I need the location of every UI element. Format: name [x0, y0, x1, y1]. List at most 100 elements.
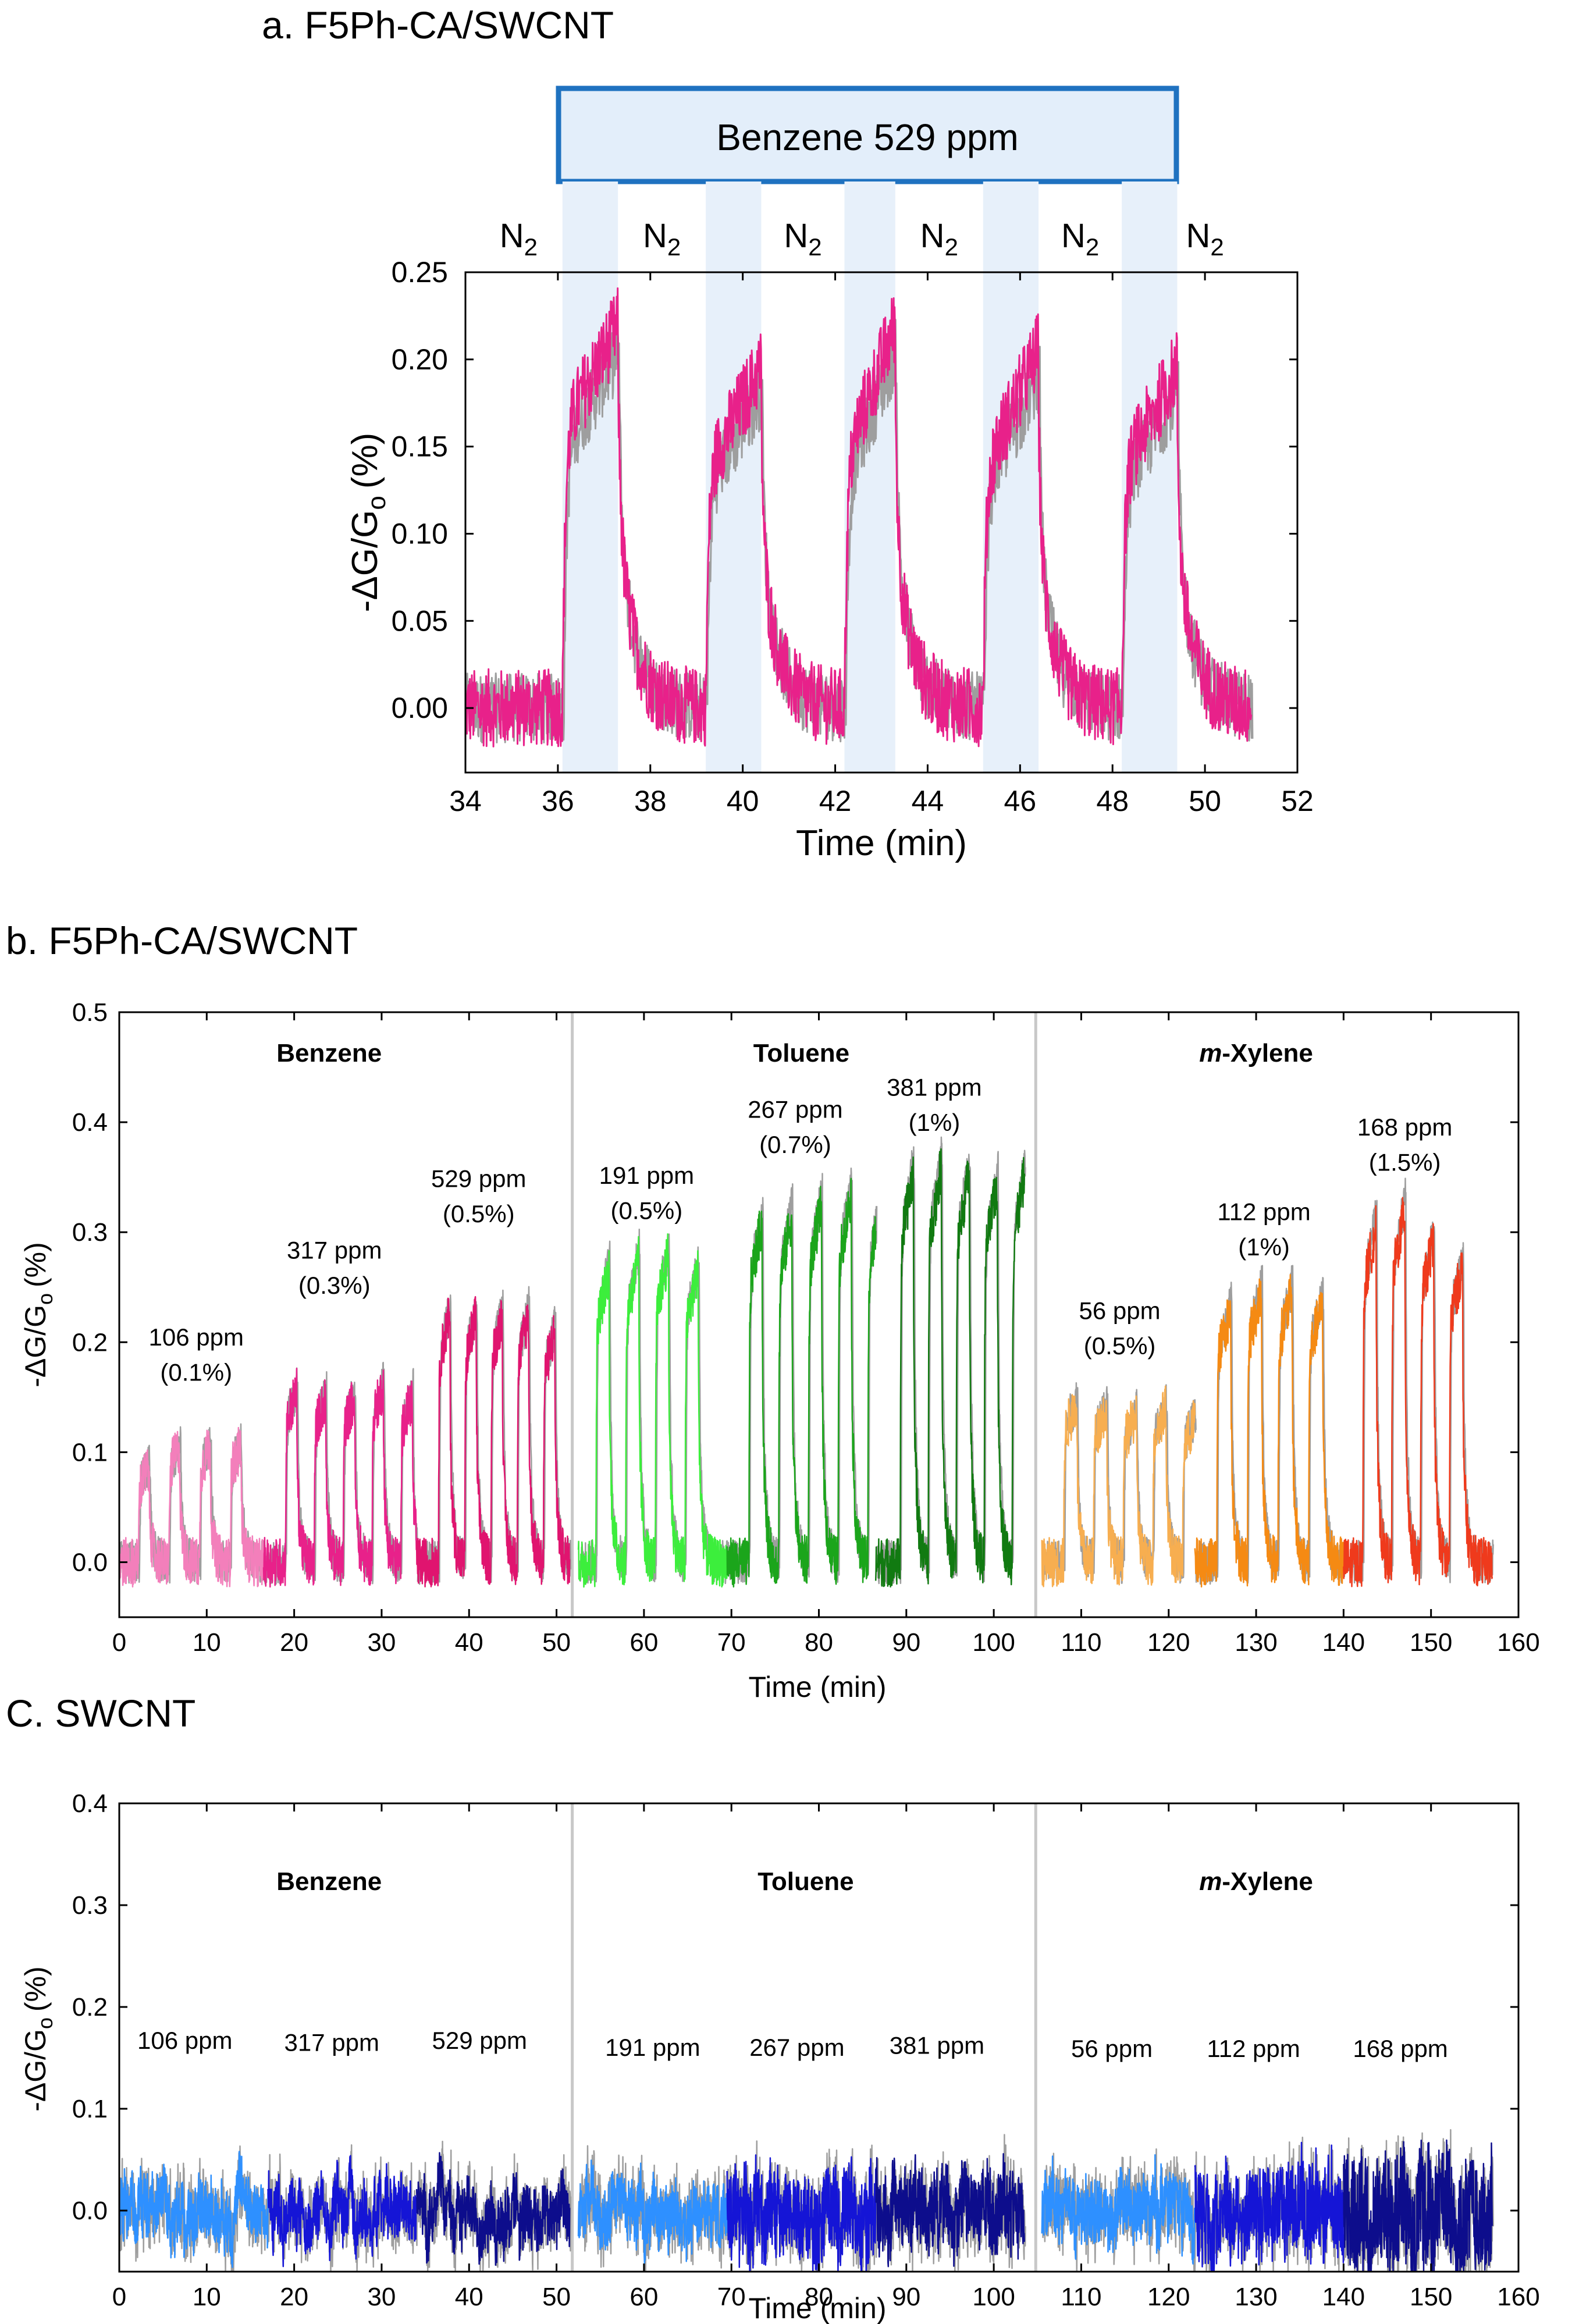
- x-tick-label: 40: [455, 1628, 483, 1657]
- concentration-label: 317 ppm: [284, 2028, 379, 2056]
- y-tick-label: 0.0: [72, 1548, 108, 1576]
- solvent-labels: Benzene Toluene m-Xylene: [276, 1039, 1313, 1067]
- series-line-8: [1343, 1197, 1493, 1588]
- n2-label: N2: [643, 217, 681, 261]
- y-axis-label-unit: (%): [345, 433, 385, 489]
- series-line-6: [1041, 2154, 1196, 2265]
- series-line-5: [874, 1148, 1025, 1588]
- series-line-1: [267, 2155, 418, 2268]
- solvent-label: Toluene: [757, 1867, 853, 1896]
- y-axis-label-sub: o: [33, 2017, 57, 2029]
- x-tick-label: 48: [1096, 785, 1129, 817]
- y-tick-label: 0.2: [72, 1328, 108, 1357]
- concentration-label: 106 ppm: [149, 1323, 244, 1351]
- x-tick-label: 150: [1410, 1628, 1452, 1657]
- x-tick-label: 30: [367, 1628, 396, 1657]
- x-tick-label: 110: [1061, 1628, 1101, 1657]
- x-tick-label: 70: [717, 2283, 746, 2311]
- n2-label: N2: [500, 217, 538, 261]
- solvent-label: Benzene: [276, 1039, 382, 1067]
- x-tick-label: 20: [280, 1628, 308, 1657]
- panel-c-title: C. SWCNT: [6, 1692, 195, 1735]
- x-tick-label: 130: [1235, 2283, 1277, 2311]
- series-line-4: [726, 2154, 877, 2273]
- y-axis-label-unit: (%): [19, 1242, 52, 1287]
- series-line-5: [875, 2153, 1025, 2268]
- y-tick-label: 0.05: [392, 604, 448, 637]
- y-tick-label: 0.0: [72, 2197, 108, 2225]
- x-tick-label: 80: [805, 1628, 833, 1657]
- x-tick-label: 90: [892, 1628, 920, 1657]
- y-axis-label-sub: o: [33, 1293, 57, 1305]
- percent-label: (0.5%): [443, 1200, 515, 1227]
- x-tick-label: 50: [1189, 785, 1221, 817]
- concentration-label: 112 ppm: [1207, 2035, 1300, 2062]
- solvent-label: m-Xylene: [1199, 1039, 1313, 1067]
- x-tick-label: 34: [449, 785, 482, 817]
- axis-ticks: 34 36 38 40 42 44 46 48 50 52 0.00 0.05 0.10 0.15 0.20…: [392, 256, 1314, 817]
- solvent-label: Toluene: [753, 1039, 849, 1067]
- series-group: [118, 1148, 1493, 1588]
- panel-b-title: b. F5Ph-CA/SWCNT: [6, 919, 358, 962]
- panel-c-chart: 0 10 20 30 40 50 60 70 80 90 100 110 120 130 140 150 160…: [19, 1789, 1540, 2324]
- benzene-exposure-box: [556, 86, 1179, 184]
- series-line-7: [1194, 2141, 1345, 2273]
- series-line-3: [577, 2159, 728, 2264]
- x-tick-label: 100: [972, 2283, 1015, 2311]
- x-tick-label: 40: [455, 2283, 483, 2311]
- concentration-label: 168 ppm: [1353, 2035, 1447, 2062]
- x-tick-label: 130: [1235, 1628, 1277, 1657]
- x-tick-label: 50: [542, 2283, 571, 2311]
- series-line-6: [1041, 1385, 1196, 1588]
- concentration-label: 168 ppm: [1357, 1113, 1452, 1141]
- plot-frame: [464, 271, 1299, 774]
- x-tick-label: 120: [1147, 1628, 1190, 1657]
- y-axis-label-unit: (%): [19, 1966, 52, 2012]
- x-tick-label: 120: [1147, 2283, 1190, 2311]
- series-line-8: [1343, 2139, 1493, 2273]
- exposure-label: Benzene 529 ppm: [716, 116, 1019, 158]
- x-tick-label: 80: [805, 2283, 833, 2311]
- percent-label: (0.5%): [1084, 1332, 1156, 1359]
- exposure-shade: [562, 181, 618, 773]
- y-tick-label: 0.5: [72, 998, 108, 1027]
- x-tick-label: 140: [1322, 1628, 1365, 1657]
- panel-b-chart: 0 10 20 30 40 50 60 70 80 90 100 110 120 130 140 150 160…: [19, 998, 1540, 1703]
- percent-label: (1.5%): [1369, 1148, 1441, 1176]
- concentration-label: 56 ppm: [1071, 2035, 1153, 2062]
- x-tick-label: 40: [727, 785, 759, 817]
- y-axis-label-sub: o: [362, 496, 391, 510]
- concentration-label: 317 ppm: [287, 1237, 382, 1264]
- concentration-label: 529 ppm: [432, 2027, 527, 2054]
- y-tick-label: 0.1: [72, 1438, 108, 1467]
- y-tick-label: 0.20: [392, 343, 448, 376]
- x-tick-label: 160: [1497, 1628, 1539, 1657]
- solvent-label-rest: -Xylene: [1222, 1039, 1313, 1067]
- x-tick-label: 38: [634, 785, 667, 817]
- series-line-0: [118, 1426, 265, 1588]
- y-axis-label-main: -ΔG/G: [19, 1305, 52, 1387]
- series-line-1: [262, 1368, 418, 1588]
- x-tick-label: 20: [280, 2283, 308, 2311]
- y-axis-label-main: -ΔG/G: [345, 510, 385, 613]
- x-tick-label: 70: [717, 1628, 746, 1657]
- solvent-label-rest: -Xylene: [1222, 1867, 1313, 1896]
- percent-label: (0.1%): [160, 1358, 232, 1386]
- series-line-0: [118, 2151, 269, 2268]
- x-tick-label: 160: [1497, 2283, 1539, 2311]
- percent-label: (1%): [909, 1109, 961, 1136]
- concentration-label: 381 ppm: [890, 2032, 984, 2059]
- x-tick-label: 50: [542, 1628, 571, 1657]
- concentration-label: 191 ppm: [605, 2034, 700, 2061]
- axis-ticks: 0 10 20 30 40 50 60 70 80 90 100 110 120 130 140 150 160…: [72, 998, 1540, 1657]
- x-tick-label: 30: [367, 2283, 396, 2311]
- x-axis-label: Time (min): [748, 2292, 886, 2324]
- series-line-4: [726, 1177, 877, 1588]
- y-axis-label: -ΔG/Go (%): [19, 1966, 57, 2112]
- y-tick-label: 0.15: [392, 430, 448, 463]
- x-tick-label: 44: [912, 785, 944, 817]
- series-line-3: [577, 1233, 728, 1588]
- x-tick-label: 0: [112, 1628, 126, 1657]
- y-tick-label: 0.10: [392, 517, 448, 550]
